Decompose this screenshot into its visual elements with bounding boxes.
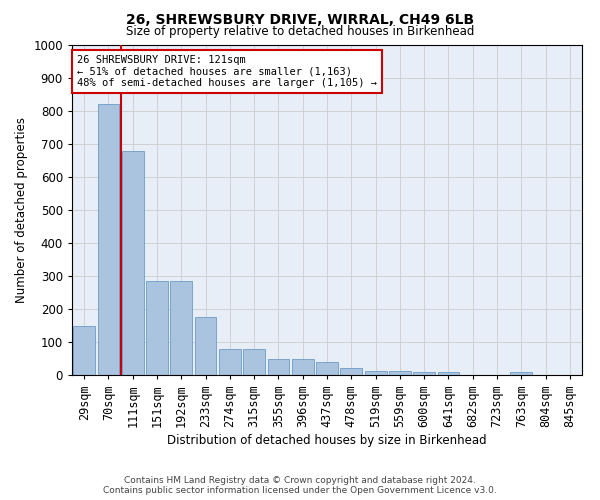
Text: Size of property relative to detached houses in Birkenhead: Size of property relative to detached ho…	[126, 25, 474, 38]
X-axis label: Distribution of detached houses by size in Birkenhead: Distribution of detached houses by size …	[167, 434, 487, 446]
Text: Contains HM Land Registry data © Crown copyright and database right 2024.
Contai: Contains HM Land Registry data © Crown c…	[103, 476, 497, 495]
Bar	[268, 358, 289, 375]
Bar	[389, 371, 411, 375]
Bar	[73, 326, 95, 375]
Bar	[122, 150, 143, 375]
Bar	[292, 358, 314, 375]
Bar	[437, 372, 460, 375]
Bar	[316, 362, 338, 375]
Text: 26, SHREWSBURY DRIVE, WIRRAL, CH49 6LB: 26, SHREWSBURY DRIVE, WIRRAL, CH49 6LB	[126, 12, 474, 26]
Y-axis label: Number of detached properties: Number of detached properties	[15, 117, 28, 303]
Bar	[511, 372, 532, 375]
Bar	[340, 368, 362, 375]
Bar	[219, 350, 241, 375]
Bar	[365, 371, 386, 375]
Text: 26 SHREWSBURY DRIVE: 121sqm
← 51% of detached houses are smaller (1,163)
48% of : 26 SHREWSBURY DRIVE: 121sqm ← 51% of det…	[77, 55, 377, 88]
Bar	[146, 281, 168, 375]
Bar	[194, 318, 217, 375]
Bar	[97, 104, 119, 375]
Bar	[243, 350, 265, 375]
Bar	[413, 372, 435, 375]
Bar	[170, 281, 192, 375]
